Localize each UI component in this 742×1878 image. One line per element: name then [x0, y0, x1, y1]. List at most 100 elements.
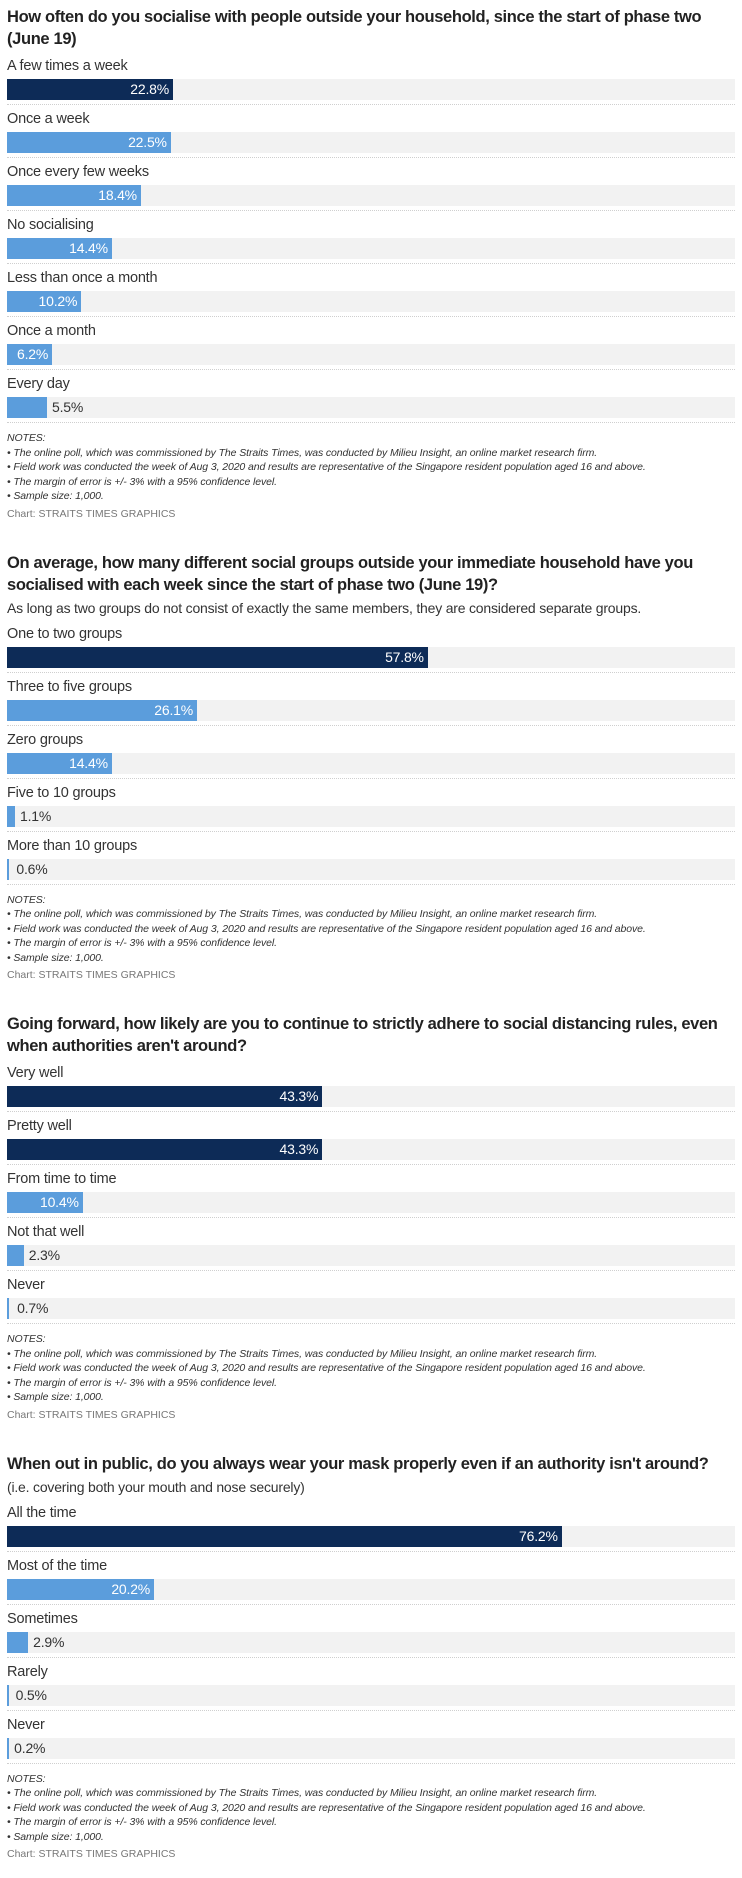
bar-track: 20.2%: [7, 1578, 735, 1600]
bar-track: 26.1%: [7, 699, 735, 721]
bar-row: More than 10 groups 0.6%: [7, 832, 735, 885]
chart-title: On average, how many different social gr…: [7, 553, 693, 594]
bar-track: 22.5%: [7, 132, 735, 153]
bar: [7, 344, 53, 365]
chart-notes: NOTES: • The online poll, which was commi…: [7, 1332, 735, 1405]
notes-heading: NOTES:: [7, 1772, 46, 1785]
bar-value-label: 5.5%: [52, 399, 84, 415]
bar-category-label: One to two groups: [7, 625, 123, 642]
bar-category-label: Three to five groups: [7, 678, 132, 695]
note-item: • Field work was conducted the week of A…: [7, 1362, 646, 1374]
bar: [7, 752, 112, 774]
bar-row: Zero groups 14.4%: [7, 726, 735, 779]
bar: [7, 646, 428, 668]
bar-row: Never 0.7%: [7, 1271, 735, 1324]
bar-category-label: No socialising: [7, 217, 94, 233]
note-item: • Sample size: 1,000.: [7, 1830, 104, 1843]
bar-category-label: Less than once a month: [7, 270, 158, 286]
bar-value-label: 22.8%: [130, 81, 169, 97]
bar: [7, 1192, 83, 1213]
bar-value-label: 18.4%: [98, 187, 137, 203]
bar-row: Once every few weeks 18.4%: [7, 158, 735, 211]
bar-track: 18.4%: [7, 185, 735, 206]
bar: [7, 238, 112, 259]
bar: [7, 79, 173, 100]
bar-value-label: 14.4%: [69, 754, 108, 771]
bar: [7, 1578, 155, 1600]
bar: [7, 858, 9, 880]
bar-category-label: More than 10 groups: [7, 837, 138, 854]
bar-value-label: 6.2%: [17, 346, 49, 362]
bar-value-label: 76.2%: [519, 1527, 558, 1544]
bar-category-label: From time to time: [7, 1171, 117, 1187]
bar-track: 76.2%: [7, 1525, 735, 1547]
bar-row: One to two groups 57.8%: [7, 620, 735, 673]
bar-category-label: Once a month: [7, 323, 96, 339]
chart-section: Going forward, how likely are you to con…: [7, 1013, 735, 1423]
bar-track: 0.7%: [7, 1298, 735, 1319]
bar-row: Pretty well 43.3%: [7, 1112, 735, 1165]
bar: [7, 1525, 562, 1547]
bar-value-label: 43.3%: [279, 1141, 319, 1157]
note-item: • Field work was conducted the week of A…: [7, 461, 646, 473]
bar-category-label: Once every few weeks: [7, 164, 149, 180]
bar-value-label: 10.2%: [38, 293, 78, 309]
bar: [7, 1684, 9, 1706]
bar-value-label: 10.4%: [40, 1194, 79, 1210]
bar: [7, 699, 197, 721]
bar: [7, 1631, 29, 1653]
bar-value-label: 26.1%: [154, 701, 193, 718]
bar-track: 22.8%: [7, 79, 735, 100]
bar-row: Less than once a month 10.2%: [7, 264, 735, 317]
note-item: • The margin of error is +/- 3% with a 9…: [7, 475, 277, 488]
note-item: • Field work was conducted the week of A…: [7, 1801, 646, 1814]
bar-track: 5.5%: [7, 397, 735, 418]
bar-track: 43.3%: [7, 1086, 735, 1107]
note-item: • The online poll, which was commissione…: [7, 908, 598, 920]
bar-track: 0.6%: [7, 858, 735, 880]
chart-section: How often do you socialise with people o…: [7, 6, 735, 522]
bar-value-label: 0.5%: [15, 1686, 47, 1703]
note-item: • Sample size: 1,000.: [7, 951, 104, 964]
note-item: • The margin of error is +/- 3% with a 9…: [7, 937, 277, 949]
bar-category-label: All the time: [7, 1504, 77, 1521]
chart-subtitle: (i.e. covering both your mouth and nose …: [7, 1478, 305, 1495]
bar-row: A few times a week 22.8%: [7, 52, 735, 105]
bar-row: Every day 5.5%: [7, 370, 735, 423]
chart-notes: NOTES: • The online poll, which was commi…: [7, 1772, 735, 1845]
bar-value-label: 57.8%: [385, 648, 424, 665]
bar-value-label: 0.2%: [14, 1739, 46, 1756]
note-item: • The online poll, which was commissione…: [7, 446, 598, 459]
chart-credit: Chart: STRAITS TIMES GRAPHICS: [7, 1408, 176, 1421]
bar-value-label: 2.3%: [28, 1247, 60, 1263]
chart-credit: Chart: STRAITS TIMES GRAPHICS: [7, 969, 176, 981]
bar-value-label: 43.3%: [279, 1088, 319, 1104]
bar: [7, 1737, 9, 1759]
bar-value-label: 2.9%: [33, 1633, 65, 1650]
note-item: • Sample size: 1,000.: [7, 490, 104, 502]
bar-value-label: 14.4%: [69, 240, 108, 256]
bar-row: Once a week 22.5%: [7, 105, 735, 158]
bar-row: Five to 10 groups 1.1%: [7, 779, 735, 832]
bar: [7, 1298, 9, 1319]
bar-row: From time to time 10.4%: [7, 1165, 735, 1218]
bar-value-label: 0.6%: [16, 860, 48, 877]
bar-row: Very well 43.3%: [7, 1059, 735, 1112]
note-item: • Sample size: 1,000.: [7, 1391, 104, 1403]
bar-value-label: 1.1%: [20, 807, 52, 824]
chart-section: On average, how many different social gr…: [7, 552, 735, 984]
note-item: • The margin of error is +/- 3% with a 9…: [7, 1376, 277, 1389]
bar-row: Sometimes 2.9%: [7, 1605, 735, 1658]
bar-category-label: Once a week: [7, 111, 90, 127]
bar-row: Most of the time 20.2%: [7, 1552, 735, 1605]
bar-category-label: Very well: [7, 1065, 64, 1081]
bar-category-label: Rarely: [7, 1663, 48, 1680]
bar-track: 10.2%: [7, 291, 735, 312]
bar-row: Not that well 2.3%: [7, 1218, 735, 1271]
bar: [7, 397, 48, 418]
bar-category-label: Never: [7, 1716, 45, 1733]
chart-section: When out in public, do you always wear y…: [7, 1453, 735, 1863]
bar-track: 6.2%: [7, 344, 735, 365]
bar-track: 1.1%: [7, 805, 735, 827]
